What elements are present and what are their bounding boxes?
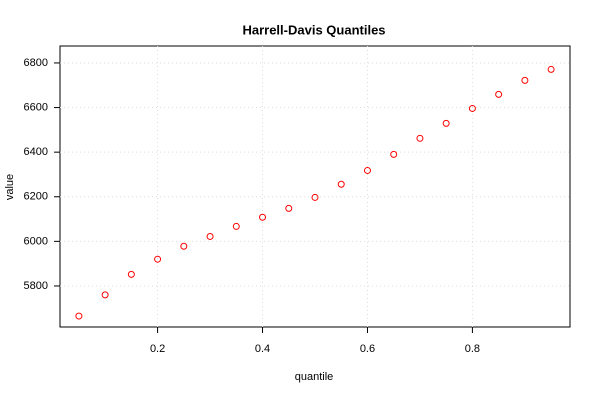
y-tick-label: 5800 bbox=[24, 280, 48, 292]
y-tick-label: 6400 bbox=[24, 146, 48, 158]
point bbox=[390, 150, 398, 158]
point bbox=[495, 90, 503, 98]
point bbox=[154, 255, 162, 263]
point bbox=[547, 65, 555, 73]
point bbox=[311, 193, 319, 201]
y-tick-label: 6000 bbox=[24, 235, 48, 247]
point bbox=[206, 232, 214, 240]
plot-frame bbox=[59, 45, 571, 328]
y-axis-label: value bbox=[4, 174, 16, 200]
point bbox=[442, 119, 450, 127]
point bbox=[180, 242, 188, 250]
x-tick-label: 0.2 bbox=[150, 343, 165, 355]
point bbox=[101, 291, 109, 299]
point bbox=[127, 270, 135, 278]
point bbox=[363, 166, 371, 174]
y-tick-label: 6600 bbox=[24, 101, 48, 113]
point bbox=[337, 180, 345, 188]
x-tick-label: 0.4 bbox=[255, 343, 270, 355]
x-axis-label: quantile bbox=[295, 371, 334, 383]
point bbox=[285, 204, 293, 212]
x-tick-label: 0.8 bbox=[465, 343, 480, 355]
point bbox=[468, 104, 476, 112]
point bbox=[232, 222, 240, 230]
point bbox=[416, 134, 424, 142]
point bbox=[521, 76, 529, 84]
x-tick-label: 0.6 bbox=[360, 343, 375, 355]
y-tick-label: 6800 bbox=[24, 57, 48, 69]
point bbox=[259, 213, 267, 221]
point bbox=[75, 312, 83, 320]
chart-title: Harrell-Davis Quantiles bbox=[242, 22, 385, 37]
y-tick-label: 6200 bbox=[24, 191, 48, 203]
